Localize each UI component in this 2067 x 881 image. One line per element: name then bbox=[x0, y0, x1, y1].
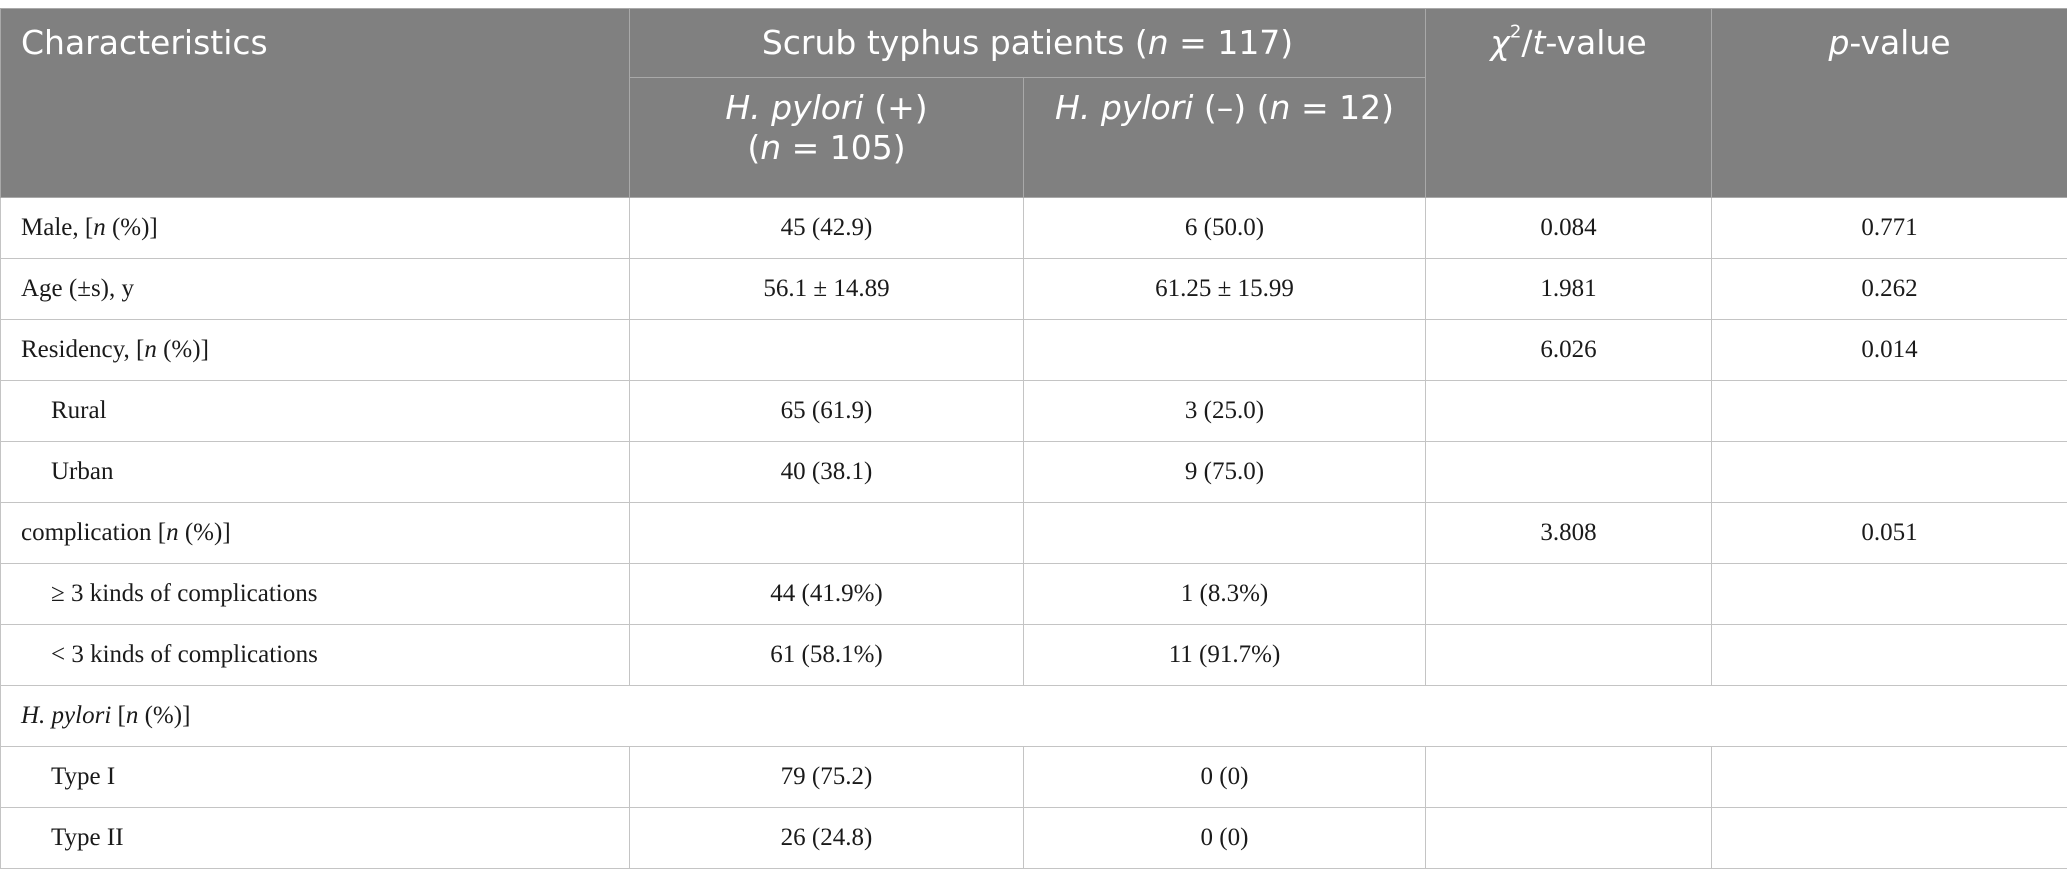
header-hpylori-positive: H. pylori (+) (n = 105) bbox=[629, 77, 1024, 198]
table-row: ≥ 3 kinds of complications 44 (41.9%) 1 … bbox=[0, 563, 2067, 625]
table-row: Rural 65 (61.9) 3 (25.0) bbox=[0, 380, 2067, 442]
cell-chi-t-value bbox=[1425, 746, 1713, 808]
cell-hpylori-positive: 79 (75.2) bbox=[629, 746, 1024, 808]
cell-chi-t-value bbox=[1425, 441, 1713, 503]
cell-hpylori-positive: 40 (38.1) bbox=[629, 441, 1024, 503]
cell-hpylori-positive: 61 (58.1%) bbox=[629, 624, 1024, 686]
cell-hpylori-negative: 6 (50.0) bbox=[1022, 197, 1427, 259]
cell-p-value: 0.051 bbox=[1711, 502, 2067, 564]
row-label: Male, [n (%)] bbox=[0, 197, 630, 259]
characteristics-table: Characteristics Scrub typhus patients (n… bbox=[0, 8, 2067, 869]
table-row: H. pylori [n (%)] bbox=[0, 685, 2067, 747]
cell-hpylori-positive: 65 (61.9) bbox=[629, 380, 1024, 442]
header-characteristics: Characteristics bbox=[0, 8, 630, 198]
table-row: Male, [n (%)] 45 (42.9) 6 (50.0) 0.084 0… bbox=[0, 197, 2067, 259]
cell-p-value: 0.014 bbox=[1711, 319, 2067, 381]
row-label: ≥ 3 kinds of complications bbox=[0, 563, 630, 625]
cell-hpylori-positive: 26 (24.8) bbox=[629, 807, 1024, 869]
row-label: Residency, [n (%)] bbox=[0, 319, 630, 381]
cell-chi-t-value bbox=[1425, 380, 1713, 442]
row-label: < 3 kinds of complications bbox=[0, 624, 630, 686]
cell-p-value bbox=[1711, 624, 2067, 686]
cell-hpylori-positive: 45 (42.9) bbox=[629, 197, 1024, 259]
table-row: complication [n (%)] 3.808 0.051 bbox=[0, 502, 2067, 564]
cell-hpylori-negative: 0 (0) bbox=[1022, 746, 1427, 808]
table-row: < 3 kinds of complications 61 (58.1%) 11… bbox=[0, 624, 2067, 686]
cell-p-value bbox=[1711, 746, 2067, 808]
cell-p-value bbox=[1711, 380, 2067, 442]
cell-chi-t-value: 1.981 bbox=[1425, 258, 1713, 320]
row-label-section: H. pylori [n (%)] bbox=[0, 685, 2067, 747]
row-label: Type II bbox=[0, 807, 630, 869]
cell-hpylori-negative: 61.25 ± 15.99 bbox=[1022, 258, 1427, 320]
table-header: Characteristics Scrub typhus patients (n… bbox=[0, 8, 2067, 198]
cell-hpylori-negative bbox=[1022, 319, 1427, 381]
cell-chi-t-value: 6.026 bbox=[1425, 319, 1713, 381]
cell-p-value bbox=[1711, 563, 2067, 625]
table-row: Residency, [n (%)] 6.026 0.014 bbox=[0, 319, 2067, 381]
cell-hpylori-negative: 0 (0) bbox=[1022, 807, 1427, 869]
cell-chi-t-value: 0.084 bbox=[1425, 197, 1713, 259]
header-group-scrub-typhus: Scrub typhus patients (n = 117) bbox=[628, 8, 1427, 78]
table-row: Type II 26 (24.8) 0 (0) bbox=[0, 807, 2067, 869]
cell-hpylori-negative: 3 (25.0) bbox=[1022, 380, 1427, 442]
cell-chi-t-value bbox=[1425, 563, 1713, 625]
cell-hpylori-negative: 9 (75.0) bbox=[1022, 441, 1427, 503]
cell-chi-t-value bbox=[1425, 624, 1713, 686]
header-p-value: p-value bbox=[1711, 8, 2067, 198]
header-chi-t-value: χ2/t-value bbox=[1425, 8, 1713, 198]
row-label: complication [n (%)] bbox=[0, 502, 630, 564]
table-row: Age (±s), y 56.1 ± 14.89 61.25 ± 15.99 1… bbox=[0, 258, 2067, 320]
cell-hpylori-negative: 1 (8.3%) bbox=[1022, 563, 1427, 625]
row-label: Type I bbox=[0, 746, 630, 808]
cell-hpylori-positive: 44 (41.9%) bbox=[629, 563, 1024, 625]
cell-hpylori-negative bbox=[1022, 502, 1427, 564]
row-label: Age (±s), y bbox=[0, 258, 630, 320]
cell-hpylori-positive: 56.1 ± 14.89 bbox=[629, 258, 1024, 320]
table-row: Type I 79 (75.2) 0 (0) bbox=[0, 746, 2067, 808]
cell-chi-t-value bbox=[1425, 807, 1713, 869]
cell-hpylori-positive bbox=[629, 319, 1024, 381]
table-body: Male, [n (%)] 45 (42.9) 6 (50.0) 0.084 0… bbox=[0, 197, 2067, 869]
cell-p-value bbox=[1711, 807, 2067, 869]
cell-p-value bbox=[1711, 441, 2067, 503]
cell-hpylori-negative: 11 (91.7%) bbox=[1022, 624, 1427, 686]
cell-p-value: 0.771 bbox=[1711, 197, 2067, 259]
cell-hpylori-positive bbox=[629, 502, 1024, 564]
row-label: Rural bbox=[0, 380, 630, 442]
cell-chi-t-value: 3.808 bbox=[1425, 502, 1713, 564]
cell-p-value: 0.262 bbox=[1711, 258, 2067, 320]
table-row: Urban 40 (38.1) 9 (75.0) bbox=[0, 441, 2067, 503]
row-label: Urban bbox=[0, 441, 630, 503]
header-hpylori-negative: H. pylori (–) (n = 12) bbox=[1022, 77, 1427, 198]
